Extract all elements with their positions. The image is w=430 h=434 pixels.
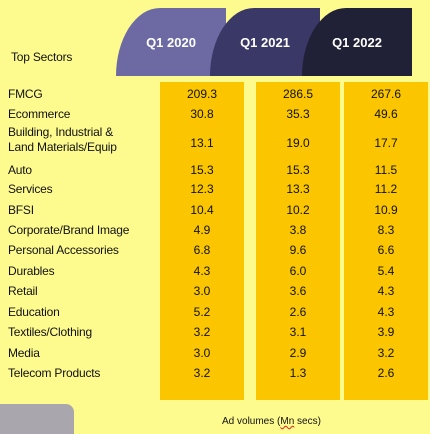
cell-value: 8.3 — [377, 223, 395, 237]
cell-value: 209.3 — [186, 87, 218, 101]
cell-value: 3.1 — [289, 325, 307, 339]
row-label: FMCG — [8, 87, 43, 101]
cell-value: 4.3 — [377, 305, 395, 319]
cell-value: 3.2 — [377, 346, 395, 360]
cell-value: 11.5 — [374, 163, 398, 177]
footnote: Ad volumes (Mn secs) — [222, 416, 321, 427]
cell-value: 11.2 — [374, 182, 398, 196]
row-label: Building, Industrial & Land Materials/Eq… — [8, 125, 117, 154]
cell-value: 10.2 — [286, 203, 310, 217]
row-label: Durables — [8, 264, 55, 278]
cell-value: 3.8 — [289, 223, 307, 237]
footnote-unit: Mn — [280, 416, 295, 427]
column-header-2: Q1 2021 — [210, 8, 320, 76]
cell-value: 5.2 — [193, 305, 211, 319]
cell-value: 19.0 — [286, 136, 310, 150]
cell-value: 30.8 — [190, 107, 214, 121]
column-header-3: Q1 2022 — [302, 8, 412, 76]
row-label: Media — [8, 346, 40, 360]
row-label: Telecom Products — [8, 366, 101, 380]
cell-value: 6.0 — [289, 264, 307, 278]
column-fill-1 — [160, 82, 244, 400]
cell-value: 15.3 — [286, 163, 310, 177]
column-fill-3 — [344, 82, 428, 400]
row-label: Auto — [8, 163, 32, 177]
row-label: Textiles/Clothing — [8, 325, 92, 339]
row-label: Personal Accessories — [8, 243, 119, 257]
row-label: BFSI — [8, 203, 34, 217]
cell-value: 2.9 — [289, 346, 307, 360]
cell-value: 3.6 — [289, 284, 307, 298]
cell-value: 10.9 — [374, 203, 398, 217]
footnote-prefix: Ad volumes ( — [222, 416, 281, 427]
cell-value: 9.6 — [289, 243, 307, 257]
cell-value: 6.8 — [193, 243, 211, 257]
cell-value: 12.3 — [190, 182, 214, 196]
cell-value: 286.5 — [282, 87, 314, 101]
column-header-1: Q1 2020 — [116, 8, 226, 76]
cell-value: 2.6 — [377, 366, 395, 380]
cell-value: 3.2 — [193, 325, 211, 339]
cell-value: 49.6 — [374, 107, 398, 121]
cell-value: 4.9 — [193, 223, 211, 237]
cell-value: 17.7 — [374, 136, 398, 150]
cell-value: 267.6 — [370, 87, 402, 101]
footnote-suffix: secs) — [294, 416, 321, 427]
row-label: Education — [8, 305, 60, 319]
cell-value: 2.6 — [289, 305, 307, 319]
cell-value: 4.3 — [377, 284, 395, 298]
cell-value: 3.9 — [377, 325, 395, 339]
cell-value: 15.3 — [190, 163, 214, 177]
cell-value: 3.0 — [193, 346, 211, 360]
column-fill-2 — [256, 82, 340, 400]
corner-decoration — [0, 404, 74, 434]
cell-value: 6.6 — [377, 243, 395, 257]
cell-value: 5.4 — [377, 264, 395, 278]
row-label: Retail — [8, 284, 38, 298]
row-label: Corporate/Brand Image — [8, 223, 130, 237]
cell-value: 1.3 — [289, 366, 307, 380]
table-title: Top Sectors — [11, 50, 73, 64]
cell-value: 10.4 — [190, 203, 214, 217]
row-label: Ecommerce — [8, 107, 71, 121]
cell-value: 13.1 — [190, 136, 214, 150]
row-label: Services — [8, 182, 53, 196]
cell-value: 3.2 — [193, 366, 211, 380]
cell-value: 13.3 — [286, 182, 310, 196]
cell-value: 35.3 — [286, 107, 310, 121]
cell-value: 4.3 — [193, 264, 211, 278]
cell-value: 3.0 — [193, 284, 211, 298]
